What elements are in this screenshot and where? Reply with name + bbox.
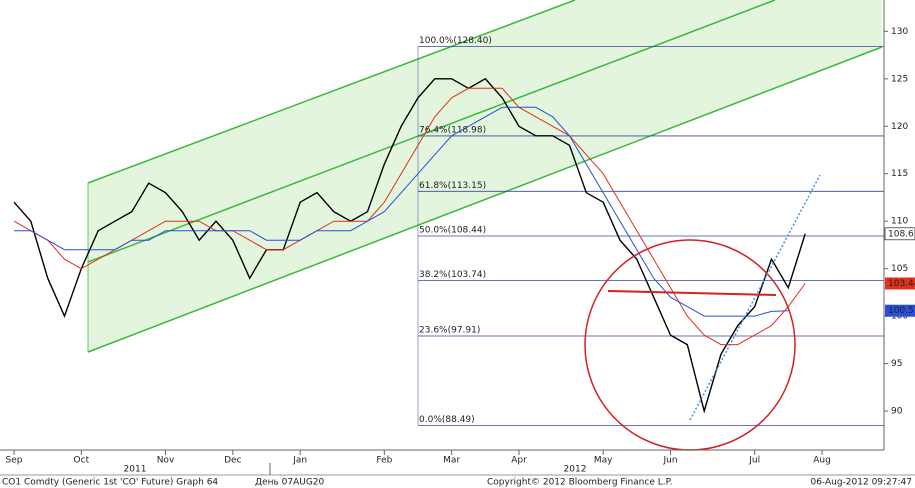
fib-label: 38.2%(103.74): [419, 270, 486, 280]
x-tick-label: Jan: [292, 456, 307, 466]
x-tick-label: Oct: [74, 456, 90, 466]
y-tick-label: 130: [891, 27, 908, 37]
channel-lower: [87, 46, 883, 353]
x-tick-label: Aug: [813, 456, 831, 466]
year-label: 2011: [124, 465, 147, 475]
x-tick-label: Feb: [376, 456, 392, 466]
y-tick-label: 115: [891, 169, 908, 179]
year-label: 2012: [564, 465, 587, 475]
channel-middle: [87, 0, 776, 263]
price-tag-label: 108.67: [888, 229, 915, 239]
series-line: [13, 77, 806, 414]
price-tag: [885, 277, 915, 290]
fib-label: 0.0%(88.49): [419, 415, 475, 425]
footer-date-code: День 07AUG20: [255, 478, 325, 488]
y-tick-label: 105: [891, 264, 908, 274]
neckline: [607, 290, 777, 296]
y-tick-label: 125: [891, 74, 908, 84]
fib-label: 61.8%(113.15): [419, 181, 486, 191]
price-tag-label: 100.57: [888, 306, 915, 316]
x-tick-label: May: [594, 456, 613, 466]
fib-label: 50.0%(108.44): [419, 226, 486, 236]
footer-security: CO1 Comdty (Generic 1st 'CO' Future) Gra…: [2, 478, 218, 488]
x-tick-label: Jul: [748, 456, 760, 466]
price-tag: [885, 304, 915, 317]
y-tick-label: 90: [891, 407, 903, 417]
y-tick-label: 95: [891, 359, 902, 369]
fib-group: 100.0%(128.40) 76.4%(118.98) 61.8%(113.15)…: [417, 36, 884, 426]
footer-timestamp: 06-Aug-2012 09:27:47: [810, 478, 912, 488]
y-tick-label: 120: [891, 122, 908, 132]
fib-label: 100.0%(128.40): [419, 36, 492, 46]
x-tick-label: Sep: [6, 456, 23, 466]
footer-copyright: Copyright© 2012 Bloomberg Finance L.P.: [487, 478, 672, 488]
x-tick-label: Jun: [662, 456, 677, 466]
series-line: [14, 106, 789, 317]
x-tick-label: Dec: [224, 456, 241, 466]
price-tag: [884, 227, 915, 241]
x-tick-label: Nov: [157, 456, 175, 466]
fib-label: 23.6%(97.91): [419, 325, 480, 335]
channel-fill: [88, 0, 882, 352]
price-tag-label: 103.44: [888, 279, 915, 289]
fib-label: 76.4%(118.98): [419, 125, 486, 135]
y-tick-label: 110: [891, 217, 908, 227]
x-tick-label: Apr: [511, 456, 527, 466]
x-tick-label: Mar: [443, 456, 460, 466]
channel-upper: [87, 0, 576, 184]
